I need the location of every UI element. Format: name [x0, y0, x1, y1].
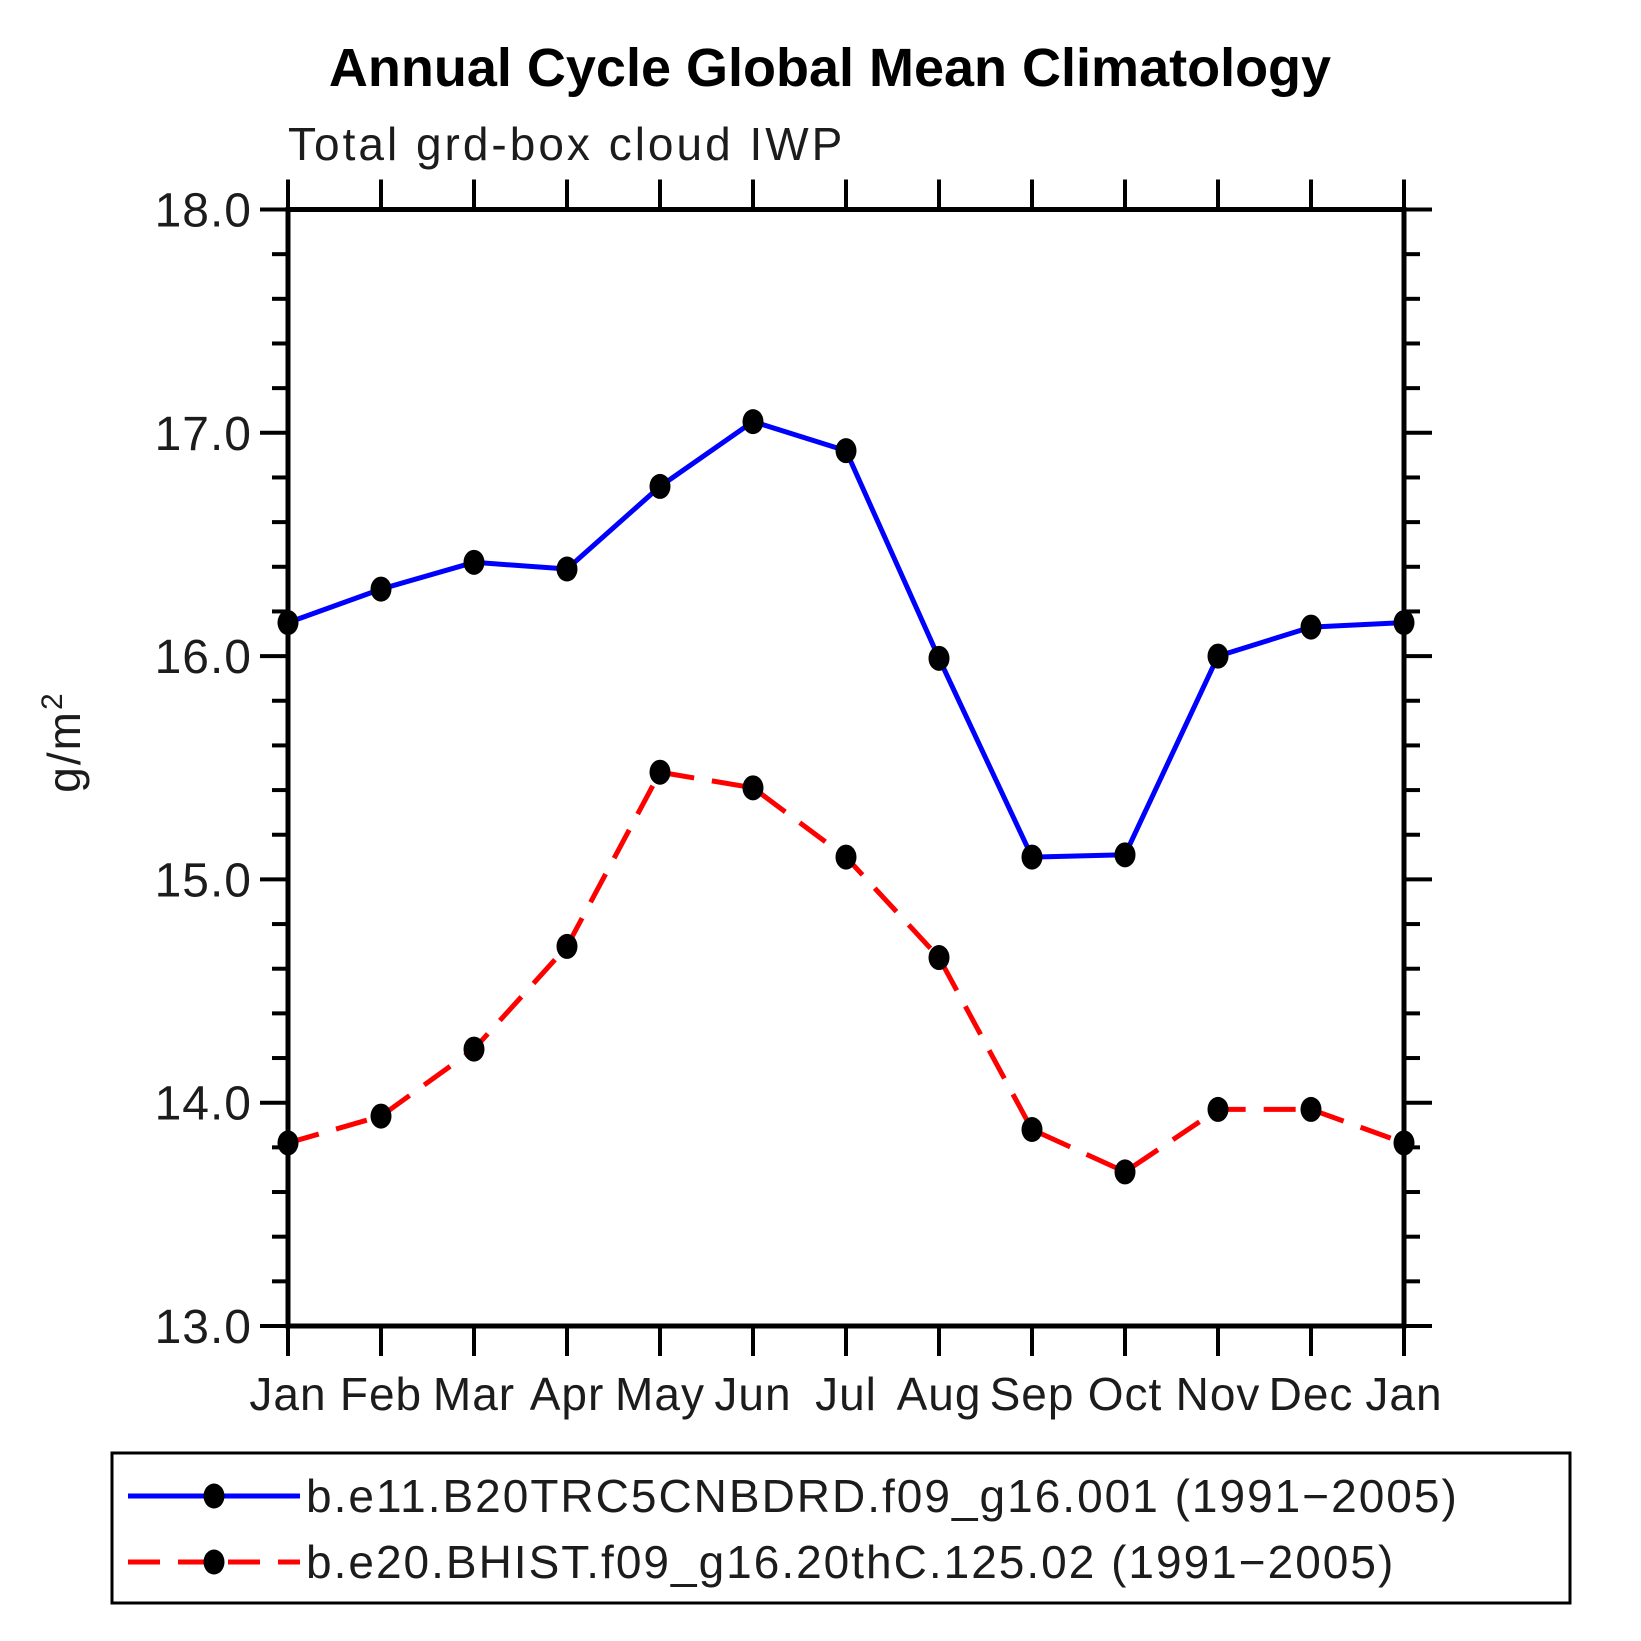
- x-axis-tick-label: Jan: [249, 1368, 326, 1420]
- y-axis-tick-label: 14.0: [155, 1078, 252, 1131]
- data-point-marker: [1207, 643, 1229, 669]
- x-axis-tick-label: Jan: [1365, 1368, 1442, 1420]
- x-axis-ticks: [286, 179, 1406, 1356]
- data-point-marker: [835, 844, 857, 870]
- legend-label-series2: b.e20.BHIST.f09_g16.20thC.125.02 (1991−2…: [306, 1536, 1395, 1588]
- y-axis-tick-label: 18.0: [155, 185, 252, 238]
- x-axis-tick-label: Jul: [815, 1368, 877, 1420]
- data-point-marker: [370, 576, 392, 602]
- y-axis-tick-label: 17.0: [155, 408, 252, 461]
- legend-marker-series1: [203, 1483, 225, 1509]
- y-axis-tick-label: 15.0: [155, 854, 252, 907]
- series-line-1: [287, 419, 1405, 860]
- data-point-marker: [835, 438, 857, 464]
- x-axis-tick-labels: Jan Feb Mar Apr May Jun Jul Aug Sep Oct Nov Dec Jan: [249, 1368, 1442, 1420]
- legend-box: [110, 1451, 1572, 1605]
- y-axis-tick-label: 16.0: [155, 631, 252, 684]
- data-point-marker: [556, 933, 578, 959]
- plot-series: [277, 409, 1415, 1185]
- x-axis-tick-label: Oct: [1088, 1368, 1163, 1420]
- legend-label-series1: b.e11.B20TRC5CNBDRD.f09_g16.001 (1991−20…: [306, 1470, 1459, 1522]
- data-point-marker: [928, 645, 950, 671]
- data-point-marker: [1114, 1159, 1136, 1185]
- data-point-marker: [277, 610, 299, 636]
- chart-subtitle: Total grd-box cloud IWP: [288, 118, 845, 170]
- data-point-marker: [1300, 1096, 1322, 1122]
- x-axis-tick-label: May: [615, 1368, 705, 1420]
- x-axis-tick-label: Dec: [1269, 1368, 1354, 1420]
- data-point-marker: [556, 556, 578, 582]
- data-point-marker: [463, 1036, 485, 1062]
- data-point-marker: [742, 775, 764, 801]
- x-axis-tick-label: Mar: [433, 1368, 515, 1420]
- plot-area-border: [285, 207, 1407, 1329]
- y-axis-ticks: [260, 207, 1432, 1328]
- data-point-marker: [1393, 610, 1415, 636]
- x-axis-tick-label: Nov: [1176, 1368, 1261, 1420]
- x-axis-tick-label: Jun: [714, 1368, 791, 1420]
- data-point-marker: [1021, 1116, 1043, 1142]
- x-axis-tick-label: Feb: [340, 1368, 422, 1420]
- x-axis-tick-label: Aug: [897, 1368, 982, 1420]
- x-axis-tick-label: Sep: [990, 1368, 1075, 1420]
- x-axis-tick-label: Apr: [530, 1368, 605, 1420]
- chart-title: Annual Cycle Global Mean Climatology: [329, 38, 1331, 98]
- data-point-marker: [1114, 842, 1136, 868]
- data-point-marker: [649, 759, 671, 785]
- data-point-marker: [1207, 1096, 1229, 1122]
- data-point-marker: [1393, 1130, 1415, 1156]
- series-line-2: [287, 769, 1405, 1175]
- data-point-marker: [649, 473, 671, 499]
- data-point-marker: [1300, 614, 1322, 640]
- y-axis-tick-labels: 13.0 14.0 15.0 16.0 17.0 18.0: [155, 185, 252, 1355]
- data-point-marker: [928, 945, 950, 971]
- data-point-marker: [463, 549, 485, 575]
- data-point-marker: [742, 409, 764, 435]
- legend: b.e11.B20TRC5CNBDRD.f09_g16.001 (1991−20…: [110, 1451, 1572, 1605]
- data-point-marker: [370, 1103, 392, 1129]
- y-axis-label-superscript: 2: [36, 691, 69, 710]
- data-point-marker: [1021, 844, 1043, 870]
- data-point-marker: [277, 1130, 299, 1156]
- y-axis-tick-label: 13.0: [155, 1301, 252, 1354]
- y-axis-label: g/m2: [36, 691, 90, 792]
- legend-marker-series2: [203, 1549, 225, 1575]
- y-axis-label-base: g/m: [38, 710, 90, 793]
